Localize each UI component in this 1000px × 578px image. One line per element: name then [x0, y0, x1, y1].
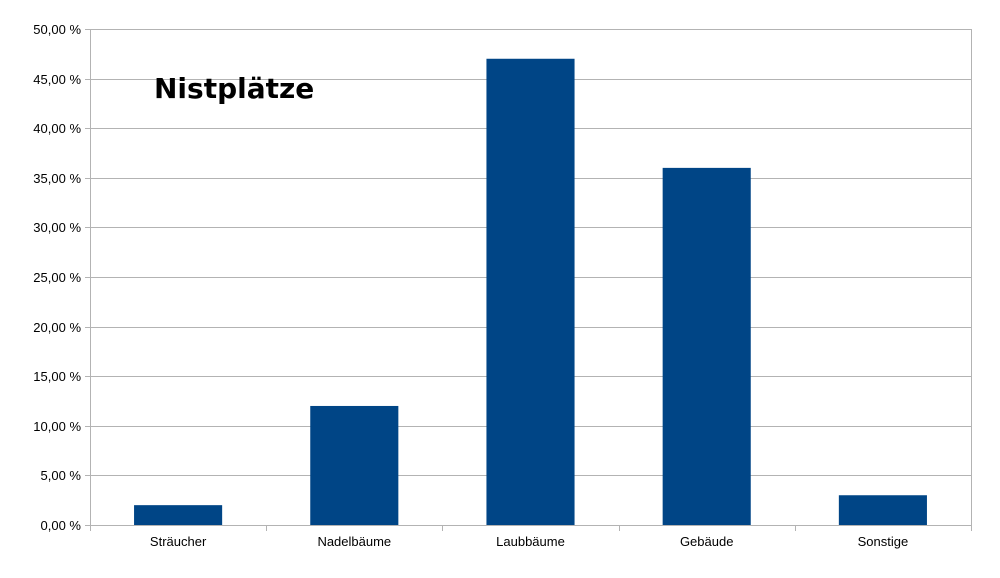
bar-nadelbäume: [310, 405, 399, 525]
bar-laubbäume: [486, 58, 575, 525]
y-tick-label: 0,00 %: [41, 518, 82, 533]
y-tick-label: 45,00 %: [33, 72, 81, 87]
y-tick-label: 50,00 %: [33, 22, 81, 37]
labels: 0,00 % 5,00 % 10,00 % 15,00 % 20,00 % 25,00 %…: [33, 22, 908, 549]
chart-title: Nistplätze: [154, 72, 314, 105]
y-tick-label: 25,00 %: [33, 270, 81, 285]
axes: [85, 29, 972, 531]
y-tick-label: 15,00 %: [33, 369, 81, 384]
x-category-label: Sträucher: [150, 534, 207, 549]
y-tick-label: 40,00 %: [33, 121, 81, 136]
y-tick-label: 35,00 %: [33, 171, 81, 186]
bar-gebäude: [662, 167, 751, 525]
x-category-label: Gebäude: [680, 534, 734, 549]
bar-sonstige: [838, 495, 927, 525]
y-tick-label: 10,00 %: [33, 419, 81, 434]
x-category-label: Nadelbäume: [317, 534, 391, 549]
x-category-label: Laubbäume: [496, 534, 565, 549]
y-tick-label: 5,00 %: [41, 468, 82, 483]
x-category-label: Sonstige: [858, 534, 909, 549]
bar-sträucher: [134, 505, 223, 525]
bars: [134, 58, 927, 525]
y-tick-label: 20,00 %: [33, 320, 81, 335]
y-tick-label: 30,00 %: [33, 220, 81, 235]
